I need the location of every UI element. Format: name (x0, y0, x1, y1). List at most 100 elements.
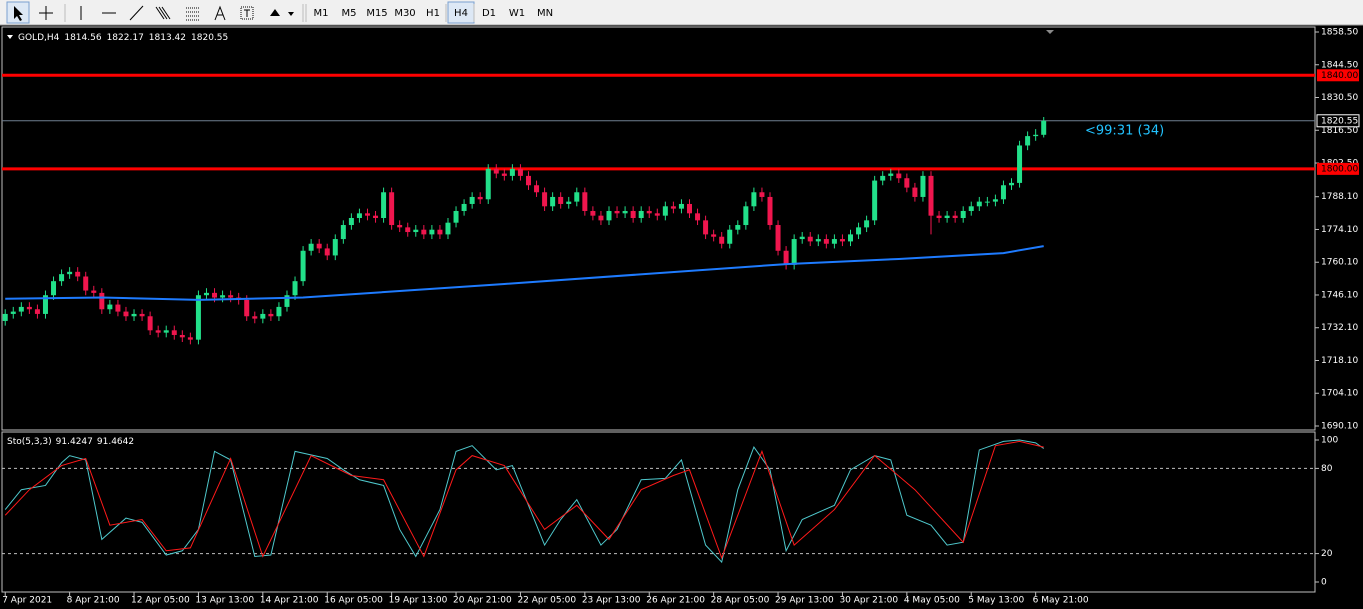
candle-body (630, 210, 636, 219)
candle-body (220, 295, 226, 298)
candle-body (18, 306, 24, 312)
candle-body (10, 311, 16, 314)
candle-body (413, 229, 419, 233)
y-tick-label: 1690.10 (1321, 422, 1358, 432)
y-tick-label: 1704.10 (1321, 389, 1358, 399)
x-tick-label: 4 May 05:00 (904, 596, 960, 606)
candle-body (332, 239, 338, 256)
y-tick-label: 1788.10 (1321, 192, 1358, 202)
candle-body (397, 225, 403, 228)
candle-body (477, 196, 483, 200)
crosshair-button[interactable] (39, 6, 53, 20)
level-label: 1840.00 (1321, 71, 1358, 81)
ohlc-low: 1813.42 (149, 33, 186, 43)
candle-body (992, 199, 998, 202)
candle-body (880, 175, 886, 181)
candle-body (364, 213, 370, 216)
candle-body (678, 203, 684, 209)
candle-body (606, 210, 612, 221)
x-tick-label: 13 Apr 13:00 (195, 596, 254, 606)
candle-body (139, 313, 145, 317)
candle-body (91, 290, 97, 293)
x-tick-label: 5 May 13:00 (968, 596, 1024, 606)
candle-body (1000, 185, 1006, 200)
fibo-button[interactable] (186, 7, 200, 21)
x-tick-label: 12 Apr 05:00 (131, 596, 190, 606)
candle-body (574, 192, 580, 202)
candle-body (896, 173, 902, 179)
timeframe-button[interactable] (392, 2, 418, 23)
x-tick-label: 26 Apr 21:00 (646, 596, 705, 606)
candle-body (944, 215, 950, 219)
candle-body (163, 330, 169, 333)
candle-body (847, 234, 853, 242)
y-tick-label: 1732.10 (1321, 323, 1358, 333)
stochastic-chart: 100 80 20 0 Sto(5,3,3) 91.4247 91.4642 (2, 436, 1338, 588)
candle-body (1033, 134, 1039, 137)
price-box (1316, 114, 1360, 128)
indicator-title: Sto(5,3,3) (7, 437, 52, 447)
timeframe-button[interactable] (476, 2, 502, 23)
candle-body (1017, 145, 1023, 183)
label-button[interactable] (240, 6, 254, 20)
candle-body (75, 271, 81, 277)
candle-body (324, 248, 330, 256)
candle-body (268, 313, 274, 317)
text-button[interactable] (214, 5, 226, 21)
candle-body (928, 175, 934, 216)
candle-body (51, 281, 57, 296)
timeframe-label: MN (537, 8, 553, 19)
timeframe-button[interactable] (336, 2, 362, 23)
arrows-button[interactable] (270, 9, 294, 16)
cursor-icon (14, 6, 23, 21)
candle-body (759, 192, 765, 197)
y-tick-label: 1746.10 (1321, 290, 1358, 300)
timeframe-button[interactable] (504, 2, 530, 23)
candle-body (123, 311, 129, 317)
y-tick-label: 1718.10 (1321, 356, 1358, 366)
candle-body (566, 201, 572, 204)
timeframe-label: D1 (482, 8, 496, 19)
timeframe-label: H1 (426, 8, 440, 19)
candle-body (308, 243, 314, 251)
candle-body (614, 210, 620, 214)
candle-body (469, 196, 475, 204)
candle-body (686, 203, 692, 214)
timeframe-button[interactable] (364, 2, 390, 23)
toolbar: M1 M5 M15 M30 H1 H4 D1 W1 MN (0, 0, 1363, 26)
timeframe-button[interactable] (532, 2, 558, 23)
indicator-readout: 91.4247 (56, 437, 93, 447)
y-tick-label: 1844.50 (1321, 60, 1358, 70)
channel-button[interactable] (155, 6, 171, 20)
candle-body (284, 295, 290, 307)
candle-body (131, 313, 137, 317)
candle-body (534, 185, 540, 193)
candle-body (864, 220, 870, 228)
candle-body (823, 239, 829, 244)
chart-header: GOLD,H4 1814.56 1822.17 1813.42 1820.55 (18, 33, 228, 43)
x-tick-label: 29 Apr 13:00 (775, 596, 834, 606)
candle-body (179, 334, 185, 338)
collapse-icon (7, 35, 13, 39)
candle-body (783, 250, 789, 265)
timeframe-button[interactable] (420, 2, 446, 23)
candle-body (421, 229, 427, 235)
candle-body (340, 225, 346, 240)
candle-body (831, 239, 837, 244)
candle-body (348, 218, 354, 226)
trendline-button[interactable] (129, 5, 144, 21)
timeframe-button[interactable] (308, 2, 334, 23)
y-tick-label: 1774.10 (1321, 225, 1358, 235)
candle-body (276, 306, 282, 317)
x-tick-label: 30 Apr 21:00 (839, 596, 898, 606)
x-tick-label: 19 Apr 13:00 (389, 596, 448, 606)
candle-body (751, 192, 757, 207)
candle-body (703, 220, 709, 235)
candle-body (373, 215, 379, 219)
candle-body (228, 295, 234, 298)
candle-body (662, 206, 668, 216)
candle-body (501, 173, 507, 176)
label-icon (244, 9, 250, 17)
candle-body (107, 304, 113, 310)
candle-body (1041, 120, 1047, 135)
